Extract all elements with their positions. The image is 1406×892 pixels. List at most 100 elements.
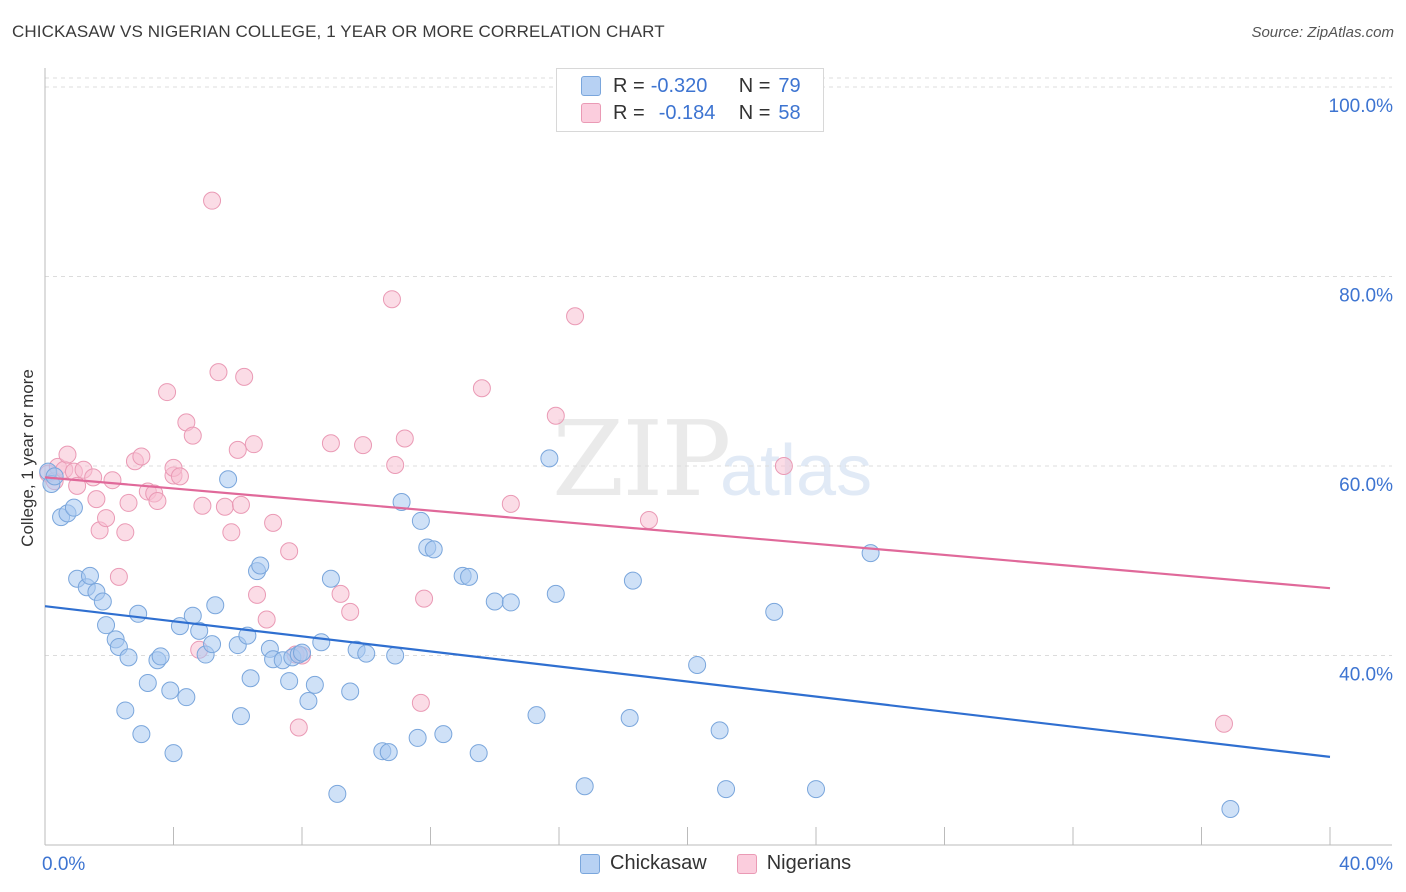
chickasaw-point bbox=[379, 743, 398, 762]
watermark-atlas: atlas bbox=[720, 431, 873, 511]
chickasaw-point bbox=[321, 569, 340, 588]
nigerians-point bbox=[248, 585, 267, 604]
chickasaw-swatch bbox=[581, 76, 601, 96]
legend-row-chickasaw: R = -0.320 N = 79 bbox=[581, 73, 801, 99]
chickasaw-point bbox=[620, 709, 639, 728]
chickasaw-point bbox=[328, 784, 347, 803]
chickasaw-point bbox=[501, 593, 520, 612]
nigerians-point bbox=[228, 440, 247, 459]
chickasaw-point bbox=[460, 567, 479, 586]
chickasaw-point bbox=[540, 449, 559, 468]
chickasaw-point bbox=[688, 655, 707, 674]
chickasaw-point bbox=[280, 672, 299, 691]
nigerians-point bbox=[546, 406, 565, 425]
chickasaw-point bbox=[546, 584, 565, 603]
nigerians-point bbox=[280, 542, 299, 561]
nigerians-point bbox=[774, 456, 793, 475]
legend-n-label: N = bbox=[738, 74, 771, 97]
chickasaw-point bbox=[1221, 799, 1240, 818]
source-label: Source: ZipAtlas.com bbox=[1251, 24, 1394, 41]
y-tick-label: 100.0% bbox=[1329, 96, 1394, 117]
chickasaw-point bbox=[251, 556, 270, 575]
x-tick-label: 40.0% bbox=[1339, 854, 1393, 875]
nigerians-swatch bbox=[736, 853, 757, 874]
chickasaw-point bbox=[807, 780, 825, 799]
chickasaw-point bbox=[575, 777, 594, 796]
nigerians-point bbox=[411, 693, 430, 712]
legend-r-value: -0.320 bbox=[650, 74, 708, 97]
y-tick-label: 40.0% bbox=[1339, 664, 1393, 685]
chickasaw-point bbox=[408, 728, 427, 747]
nigerians-point bbox=[109, 567, 128, 586]
nigerians-point bbox=[97, 509, 116, 528]
legend-nigerians-label: Nigerians bbox=[766, 852, 852, 874]
nigerians-point bbox=[354, 436, 373, 455]
legend-n-label: N = bbox=[738, 101, 771, 124]
chickasaw-point bbox=[717, 780, 736, 799]
chickasaw-point bbox=[305, 675, 324, 694]
chickasaw-point bbox=[203, 635, 222, 654]
y-tick-label: 60.0% bbox=[1339, 475, 1393, 496]
chickasaw-point bbox=[527, 706, 546, 725]
legend-chickasaw-label: Chickasaw bbox=[610, 852, 707, 874]
nigerians-point bbox=[501, 494, 520, 513]
chickasaw-point bbox=[206, 596, 225, 615]
chickasaw-point bbox=[183, 606, 202, 625]
chickasaw-point bbox=[177, 688, 196, 707]
gridlines bbox=[45, 77, 1392, 656]
chickasaw-point bbox=[64, 498, 83, 517]
trend-lines bbox=[44, 476, 1331, 758]
chickasaw-point bbox=[80, 566, 99, 585]
nigerians-point bbox=[116, 523, 135, 542]
nigerians-point bbox=[103, 471, 122, 490]
nigerians-point bbox=[119, 493, 138, 512]
chickasaw-point bbox=[485, 592, 504, 611]
nigerians-point bbox=[235, 367, 254, 386]
chickasaw-point bbox=[93, 592, 112, 611]
chickasaw-point bbox=[45, 467, 64, 486]
chart-title: CHICKASAW VS NIGERIAN COLLEGE, 1 YEAR OR… bbox=[12, 22, 665, 41]
nigerians-point bbox=[222, 523, 241, 542]
chickasaw-point bbox=[411, 511, 430, 530]
legend-row-nigerians: R = -0.184 N = 58 bbox=[581, 100, 801, 126]
chickasaw-point bbox=[164, 744, 183, 763]
nigerians-point bbox=[68, 476, 87, 495]
chickasaw-point bbox=[116, 701, 135, 720]
nigerians-point bbox=[158, 383, 177, 402]
chickasaw-point bbox=[129, 604, 148, 623]
chickasaw-point bbox=[357, 644, 376, 663]
nigerians-point bbox=[231, 495, 250, 514]
chickasaw-point bbox=[97, 616, 116, 635]
nigerians-point bbox=[382, 290, 401, 309]
chickasaw-point bbox=[424, 540, 443, 559]
nigerians-point bbox=[386, 456, 405, 475]
chickasaw-point bbox=[299, 691, 318, 710]
nigerians-point bbox=[566, 307, 585, 326]
nigerians-point bbox=[331, 584, 350, 603]
nigerians-point bbox=[257, 610, 276, 629]
nigerians-point bbox=[84, 468, 103, 487]
legend-r-value: -0.184 bbox=[658, 101, 716, 124]
chickasaw-point bbox=[151, 647, 170, 666]
chickasaw-point bbox=[161, 681, 180, 700]
nigerians-point bbox=[472, 379, 491, 398]
nigerians-point bbox=[395, 429, 414, 448]
chickasaw-point bbox=[231, 707, 250, 726]
nigerians-point bbox=[639, 510, 658, 529]
nigerians-point bbox=[58, 445, 77, 464]
legend-r-label: R = bbox=[613, 74, 645, 97]
x-tick-label: 0.0% bbox=[42, 854, 85, 875]
chickasaw-point bbox=[119, 648, 138, 667]
chickasaw-point bbox=[765, 602, 784, 621]
legend-n-value: 58 bbox=[778, 101, 801, 124]
chickasaw-point bbox=[241, 669, 260, 688]
chickasaw-point bbox=[434, 725, 453, 744]
series-legend: Chickasaw Nigerians bbox=[580, 852, 881, 875]
legend-item-chickasaw[interactable]: Chickasaw bbox=[580, 852, 707, 875]
legend-n-value: 79 bbox=[778, 74, 801, 97]
legend-item-nigerians[interactable]: Nigerians bbox=[736, 852, 852, 875]
chickasaw-point bbox=[341, 682, 360, 701]
nigerians-point bbox=[264, 513, 283, 532]
chickasaw-point bbox=[710, 721, 729, 740]
